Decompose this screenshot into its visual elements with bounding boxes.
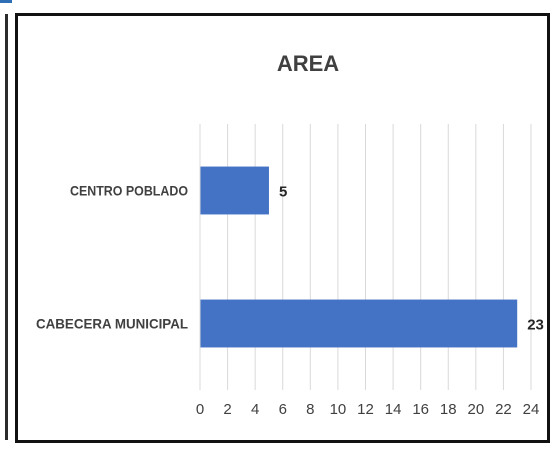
x-tick-label: 10 [330, 401, 347, 418]
x-tick-label: 6 [279, 401, 287, 418]
x-tick-label: 16 [412, 401, 429, 418]
x-tick-label: 12 [357, 401, 374, 418]
bars [200, 166, 518, 348]
x-axis-tick-labels: 0 2 4 6 8 10 12 14 16 18 20 22 24 [196, 401, 540, 418]
data-label: 23 [527, 317, 544, 334]
x-tick-label: 14 [385, 401, 402, 418]
x-tick-label: 8 [306, 401, 314, 418]
chart-frame: AREA 0 2 4 6 8 10 12 14 16 18 20 22 24 CENTRO POBLADO C… [15, 13, 550, 443]
left-edge-decoration [0, 0, 12, 453]
x-tick-label: 2 [223, 401, 231, 418]
gridlines [199, 124, 532, 390]
x-tick-label: 0 [196, 401, 204, 418]
x-tick-label: 20 [467, 401, 484, 418]
x-tick-label: 18 [440, 401, 457, 418]
data-label: 5 [279, 184, 287, 201]
data-labels: 5 23 [279, 184, 544, 334]
left-edge-line [5, 14, 8, 440]
x-tick-label: 22 [495, 401, 512, 418]
category-label: CABECERA MUNICIPAL [36, 316, 188, 332]
bar [200, 166, 269, 215]
chart-title: AREA [277, 51, 339, 76]
category-label: CENTRO POBLADO [70, 183, 188, 199]
left-edge-tick [0, 0, 12, 3]
category-labels: CENTRO POBLADO CABECERA MUNICIPAL [36, 183, 188, 332]
x-tick-label: 24 [523, 401, 540, 418]
x-tick-label: 4 [251, 401, 259, 418]
bar [200, 299, 518, 348]
